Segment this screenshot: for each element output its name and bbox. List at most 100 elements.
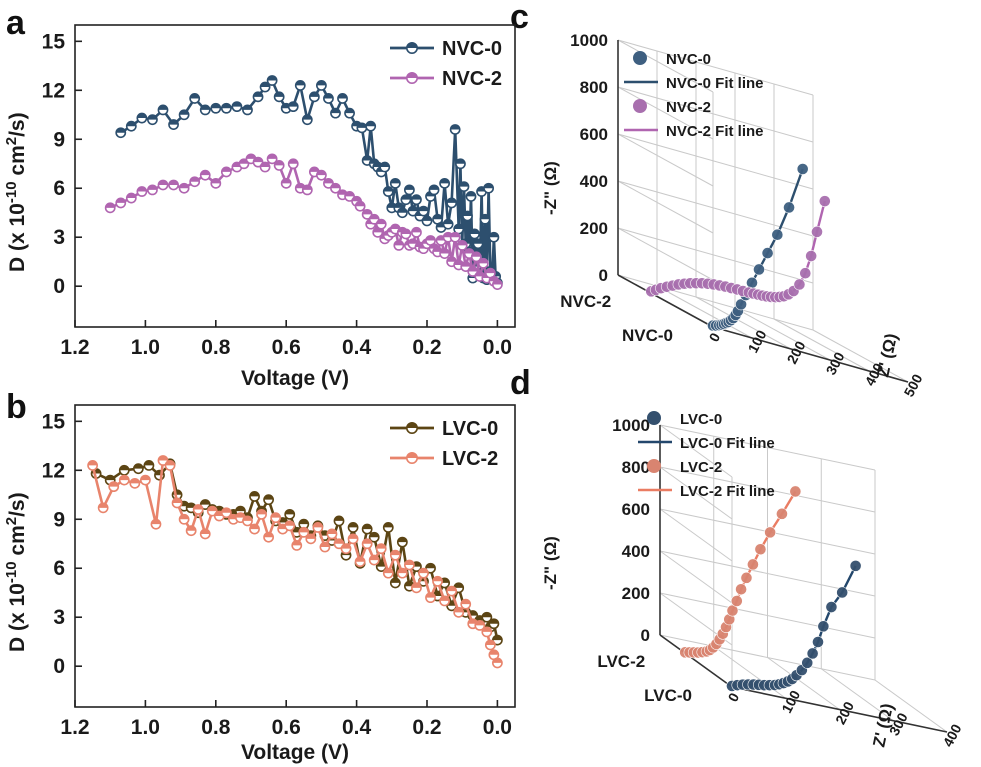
data-point-fill [408,206,418,212]
data-point-fill [480,214,490,220]
series-line-lvc-2 [91,459,499,664]
legend-label: LVC-2 [442,448,498,470]
data-point-fill [320,542,330,548]
data-point-fill [309,92,319,97]
data-point [789,485,802,498]
grid-line [659,466,733,520]
data-point [801,656,814,669]
data-point-fill [306,534,316,539]
data-point-fill [313,522,323,528]
data-point-fill [397,568,407,574]
data-point-fill [457,240,467,246]
x-tick-label: 0.4 [342,336,372,359]
data-point-fill [376,562,386,567]
grid-line [659,508,733,562]
panel-b-frame [74,404,516,708]
data-point-fill [200,170,210,176]
data-point-fill [454,607,464,613]
data-point-fill [242,105,253,110]
legend-label: NVC-0 [442,38,502,60]
data-point [764,526,777,539]
grid-line [812,329,909,383]
data-point-fill [390,578,400,583]
data-point-fill [207,506,217,512]
data-point-fill [260,82,270,88]
data-point-fill [376,219,386,225]
data-point-fill [404,185,414,190]
panel-letter-b: b [6,388,27,426]
data-point-fill [186,526,196,531]
data-point-fill [468,619,478,624]
data-point-fill [267,154,277,159]
data-point-fill [200,499,210,505]
legend-label: NVC-0 Fit line [666,75,764,92]
x-tick-label: 1.0 [131,336,160,359]
data-point-fill [285,509,295,515]
data-point-fill [418,568,429,574]
x-tick-label: 200 [832,699,857,727]
y-tick-label: 3 [53,226,65,249]
data-point-fill [274,160,284,166]
data-point-fill [464,248,474,254]
data-point-fill [256,509,267,515]
data-point-fill [172,498,182,503]
x-tick-label: 0.6 [272,336,301,359]
data-point-fill [401,229,411,234]
grid-line [734,307,831,361]
depth-axis-line [659,634,733,688]
data-point-fill [302,185,312,190]
data-point-fill [485,268,495,274]
data-point-fill [288,159,298,164]
data-point-fill [425,563,436,569]
data-point-fill [168,180,179,185]
data-point-fill [429,185,439,190]
data-point-fill [285,521,295,526]
x-tick-label: 400 [940,721,965,749]
data-point-fill [267,75,277,81]
data-point [817,620,830,633]
data-point [806,647,819,660]
data-point-fill [253,92,263,97]
panel-b-ylabel: D (x 10-10 cm2/s) [3,492,29,652]
ylabel-a-mid: cm [6,145,29,181]
data-point [811,225,823,238]
data-point [849,559,862,572]
data-point [735,298,747,311]
data-point-fill [411,195,422,200]
depth-label: LVC-0 [644,686,692,705]
data-point [793,278,806,291]
y-tick-label: 3 [53,606,65,629]
data-point-fill [88,460,98,466]
panel-c-xlabel: Z' (Ω) [873,332,901,379]
data-point [761,247,774,259]
data-point-fill [454,224,464,230]
data-point-fill [461,262,471,267]
legend-label: NVC-2 [666,99,711,116]
data-point-fill [246,154,256,159]
grid-line [617,86,714,140]
x-tick-label: 1.2 [60,716,89,739]
data-point-fill [394,203,404,208]
data-point [799,267,812,280]
data-point-fill [397,537,407,543]
ylabel-b-exp2: 2 [3,517,20,525]
panel-a-chart: 1.2 1.0 0.8 0.6 0.4 0.2 0.0 0 3 6 9 12 15 Voltage (V… [3,24,516,390]
data-point-fill [232,102,242,107]
x-tick-label: 0.2 [412,716,441,739]
legend-label: LVC-0 [442,418,498,440]
data-point-fill [473,239,483,244]
data-point-fill [299,519,309,525]
data-point-fill [327,529,337,534]
z-tick-label: 400 [580,172,608,191]
grid-line [767,657,840,710]
legend-label: LVC-0 [680,411,722,428]
x-tick-label: 1.2 [60,336,89,359]
data-point-fill [390,178,400,184]
grid-line [617,39,814,96]
ylabel-a-exp: -10 [3,181,20,203]
data-point-fill [179,514,189,520]
data-point-fill [357,123,367,128]
depth-label: NVC-0 [622,326,673,345]
depth-label: LVC-2 [597,652,645,671]
